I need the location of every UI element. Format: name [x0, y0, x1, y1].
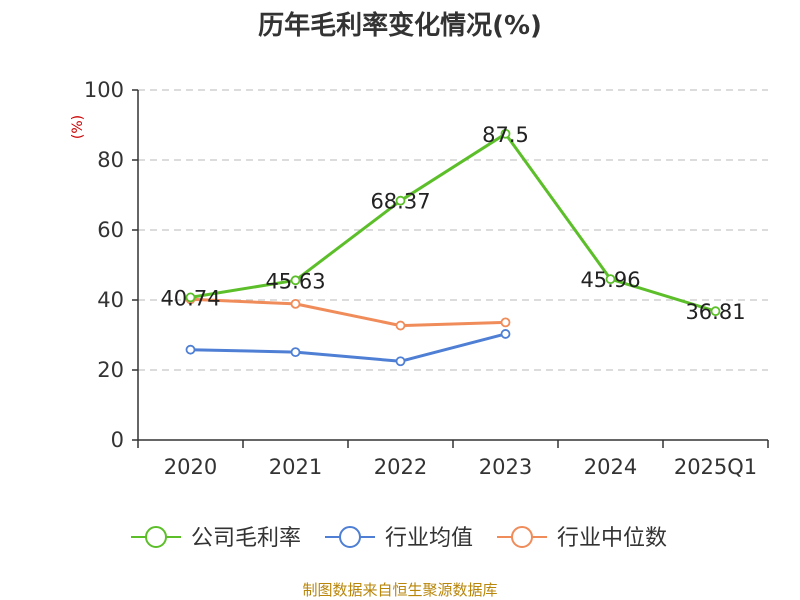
legend-item: 行业中位数 — [497, 526, 667, 551]
series-line — [189, 132, 717, 313]
data-label: 45.63 — [265, 269, 325, 293]
data-point — [710, 306, 721, 317]
y-tick-label: 20 — [97, 358, 124, 382]
legend-marker — [511, 526, 533, 548]
data-label: 40.74 — [160, 286, 220, 310]
series-line — [189, 332, 507, 363]
y-tick-label: 40 — [97, 288, 124, 312]
legend-label: 行业中位数 — [557, 526, 667, 551]
data-point — [290, 298, 301, 309]
data-label: 68.37 — [370, 190, 430, 214]
legend-item: 行业均值 — [325, 526, 473, 551]
y-tick-label: 60 — [97, 218, 124, 242]
series-layer — [185, 128, 721, 367]
data-point — [500, 317, 511, 328]
data-point — [500, 329, 511, 339]
data-point — [290, 347, 301, 358]
chart-title: 历年毛利率变化情况(%) — [258, 10, 542, 41]
data-label: 45.96 — [580, 268, 640, 292]
x-tick-label: 2025Q1 — [674, 455, 757, 479]
series-line — [189, 297, 507, 328]
data-point — [500, 128, 511, 139]
x-tick-label: 2023 — [479, 455, 532, 479]
x-tick-label: 2024 — [584, 455, 637, 479]
data-point — [395, 320, 406, 331]
gridlines — [138, 89, 768, 371]
legend-marker — [339, 526, 361, 548]
legend-label: 公司毛利率 — [191, 526, 301, 551]
axes: 0 20 40 60 80 100 2020 2021 2022 2023 2024 2025Q1 — [84, 78, 769, 479]
y-tick-label: 80 — [97, 148, 124, 172]
data-labels: 40.74 45.63 68.37 87.5 45.96 36.81 — [160, 123, 745, 324]
data-point — [395, 356, 406, 367]
x-tick-label: 2020 — [164, 455, 217, 479]
legend: 公司毛利率 行业均值 行业中位数 — [131, 526, 667, 551]
data-point — [395, 195, 406, 206]
source-note: 制图数据来自恒生聚源数据库 — [302, 581, 497, 599]
data-point — [290, 275, 301, 286]
data-point — [185, 344, 196, 355]
legend-label: 行业均值 — [385, 526, 473, 551]
y-tick-label: 100 — [84, 78, 124, 102]
y-tick-label: 0 — [111, 428, 124, 452]
data-label: 87.5 — [482, 123, 529, 147]
data-point — [605, 274, 616, 285]
legend-item: 公司毛利率 — [131, 526, 301, 551]
y-axis-label: (%) — [70, 115, 86, 139]
data-point — [185, 292, 196, 303]
data-label: 36.81 — [685, 300, 745, 324]
x-tick-label: 2022 — [374, 455, 427, 479]
legend-marker — [145, 526, 167, 548]
x-tick-label: 2021 — [269, 455, 322, 479]
